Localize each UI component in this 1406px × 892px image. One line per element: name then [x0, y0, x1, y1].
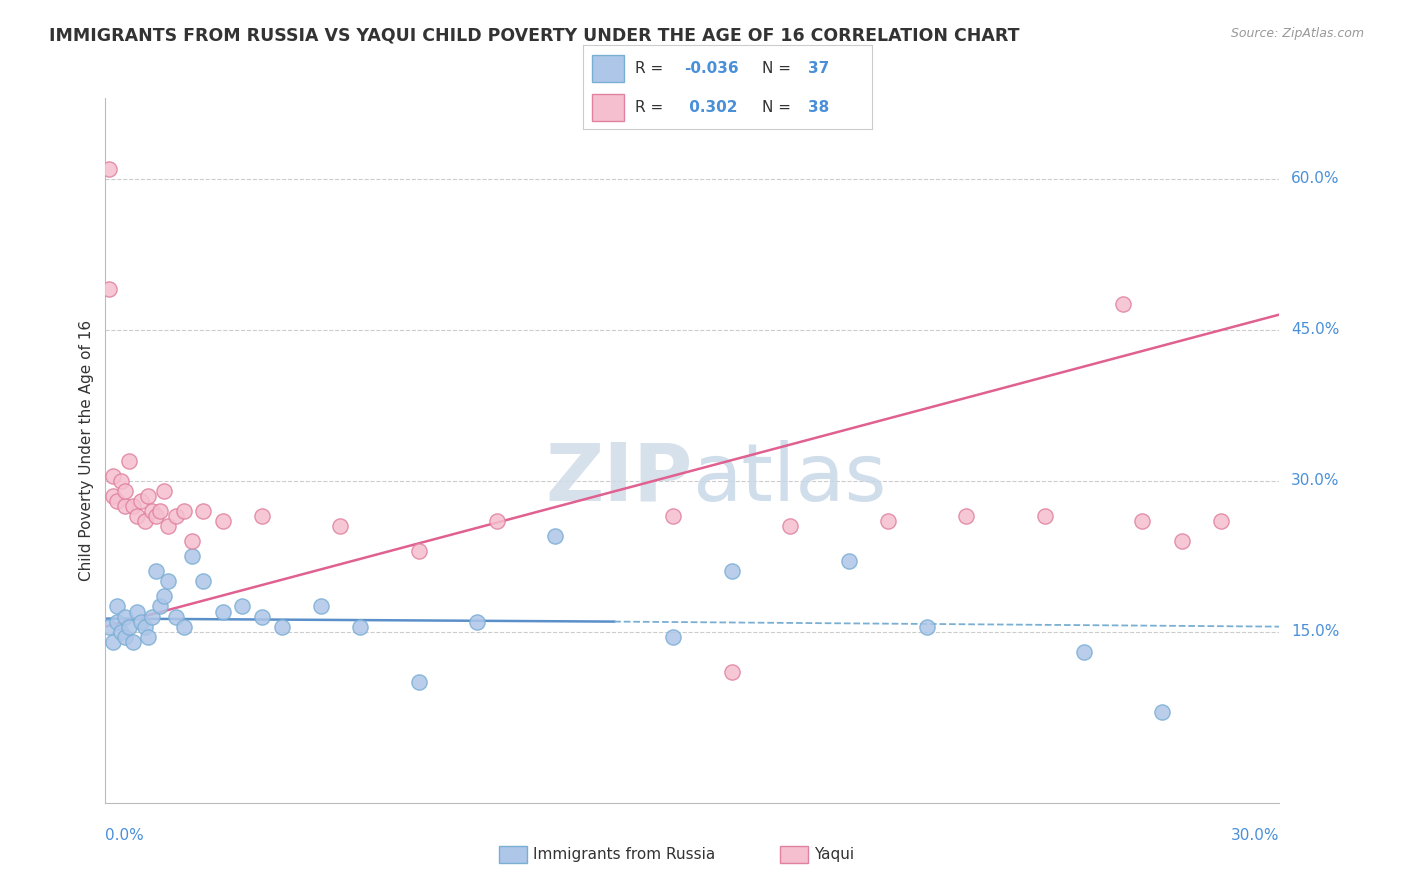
Point: [1152, 705, 1174, 719]
Point: [157, 519, 180, 533]
Point: [138, 630, 160, 644]
Point: [153, 483, 176, 498]
Point: [193, 504, 215, 518]
Point: [408, 544, 430, 558]
Point: [141, 609, 163, 624]
Point: [720, 564, 742, 578]
Text: -0.036: -0.036: [685, 61, 740, 76]
Point: [349, 620, 371, 634]
Point: [165, 609, 187, 624]
Point: [129, 493, 152, 508]
Point: [149, 504, 172, 518]
Point: [1170, 534, 1192, 549]
Point: [1132, 514, 1154, 528]
Point: [105, 615, 128, 629]
Text: 0.0%: 0.0%: [105, 828, 145, 843]
Point: [129, 615, 152, 629]
Point: [110, 624, 132, 639]
Point: [114, 630, 136, 644]
Point: [955, 508, 977, 523]
Point: [145, 564, 167, 578]
Point: [134, 514, 156, 528]
Point: [250, 609, 273, 624]
Point: [211, 514, 233, 528]
Text: N =: N =: [762, 61, 792, 76]
Point: [1033, 508, 1056, 523]
Point: [662, 508, 685, 523]
Point: [153, 590, 176, 604]
Point: [173, 620, 195, 634]
Point: [1112, 297, 1135, 311]
Point: [270, 620, 292, 634]
Point: [141, 504, 163, 518]
Point: [917, 620, 939, 634]
Point: [180, 549, 202, 564]
Text: 38: 38: [808, 100, 830, 115]
Text: Immigrants from Russia: Immigrants from Russia: [533, 847, 716, 862]
Point: [125, 508, 148, 523]
Point: [877, 514, 900, 528]
Point: [103, 468, 125, 483]
Point: [1073, 645, 1095, 659]
Point: [485, 514, 508, 528]
Point: [125, 605, 148, 619]
Point: [1209, 514, 1232, 528]
Point: [250, 508, 273, 523]
Text: ZIP: ZIP: [546, 440, 693, 517]
Point: [138, 489, 160, 503]
Text: atlas: atlas: [693, 440, 887, 517]
Point: [121, 499, 143, 513]
FancyBboxPatch shape: [592, 54, 624, 82]
Text: N =: N =: [762, 100, 792, 115]
Text: 0.302: 0.302: [685, 100, 738, 115]
Text: IMMIGRANTS FROM RUSSIA VS YAQUI CHILD POVERTY UNDER THE AGE OF 16 CORRELATION CH: IMMIGRANTS FROM RUSSIA VS YAQUI CHILD PO…: [49, 27, 1019, 45]
Text: 37: 37: [808, 61, 830, 76]
Point: [98, 282, 121, 296]
Point: [329, 519, 352, 533]
Text: 60.0%: 60.0%: [1291, 171, 1340, 186]
Text: 30.0%: 30.0%: [1291, 473, 1340, 488]
Point: [779, 519, 801, 533]
Point: [662, 630, 685, 644]
Point: [465, 615, 488, 629]
Point: [98, 161, 121, 176]
Point: [145, 508, 167, 523]
Y-axis label: Child Poverty Under the Age of 16: Child Poverty Under the Age of 16: [79, 320, 94, 581]
Point: [165, 508, 187, 523]
Point: [157, 574, 180, 589]
Point: [231, 599, 253, 614]
Point: [103, 634, 125, 648]
Point: [121, 634, 143, 648]
FancyBboxPatch shape: [592, 94, 624, 120]
Text: R =: R =: [636, 100, 664, 115]
Text: 45.0%: 45.0%: [1291, 322, 1340, 337]
Point: [149, 599, 172, 614]
Point: [114, 609, 136, 624]
Text: Yaqui: Yaqui: [814, 847, 855, 862]
Point: [98, 620, 121, 634]
Point: [118, 453, 141, 467]
Point: [838, 554, 860, 568]
Point: [105, 599, 128, 614]
Point: [114, 499, 136, 513]
Point: [103, 489, 125, 503]
Text: Source: ZipAtlas.com: Source: ZipAtlas.com: [1230, 27, 1364, 40]
Point: [211, 605, 233, 619]
Point: [134, 620, 156, 634]
Point: [118, 620, 141, 634]
Point: [408, 675, 430, 690]
Point: [110, 474, 132, 488]
Point: [193, 574, 215, 589]
Point: [114, 483, 136, 498]
Point: [173, 504, 195, 518]
Point: [544, 529, 567, 543]
Text: 30.0%: 30.0%: [1232, 828, 1279, 843]
Text: 15.0%: 15.0%: [1291, 624, 1340, 640]
Point: [180, 534, 202, 549]
Text: R =: R =: [636, 61, 664, 76]
Point: [105, 493, 128, 508]
Point: [309, 599, 332, 614]
Point: [720, 665, 742, 679]
